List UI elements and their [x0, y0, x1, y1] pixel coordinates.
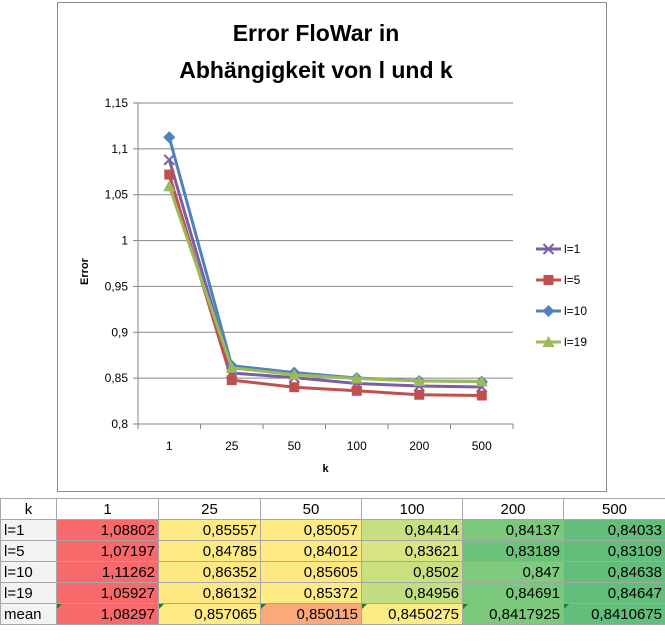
data-point-l=5: [164, 169, 175, 180]
table-cell: 0,850115: [260, 603, 362, 625]
row-label: l=19: [0, 582, 57, 604]
series-line-l=1: [167, 159, 482, 389]
data-point-l=5: [351, 385, 362, 396]
table-cell: 0,86132: [158, 582, 261, 604]
legend-marker-l=5: [543, 275, 554, 285]
table-cell: 0,8417925: [462, 603, 564, 625]
table-cell: 1,08802: [56, 519, 159, 541]
table-header-cell: 500: [563, 498, 665, 520]
table-cell: 0,84414: [361, 519, 463, 541]
table-header-row: k 1 25 50 100 200 500: [0, 498, 665, 520]
table-cell: 0,84956: [361, 582, 463, 604]
data-point-l=19: [288, 368, 301, 380]
table-cell: 1,11262: [56, 561, 159, 583]
data-point-l=5: [414, 389, 425, 400]
table-cell: 0,85605: [260, 561, 362, 583]
x-tick-label: 50: [288, 439, 302, 453]
table-cell: 0,83109: [563, 540, 665, 562]
data-point-l=1: [163, 154, 175, 166]
table-row: l=1 1,08802 0,85557 0,85057 0,84414 0,84137 0,…: [0, 519, 665, 541]
data-point-l=19: [350, 372, 363, 384]
table-cell: 0,84647: [563, 582, 665, 604]
table-cell: 0,83189: [462, 540, 564, 562]
row-label: l=10: [0, 561, 57, 583]
data-point-l=19: [475, 375, 488, 387]
table-header-cell: 200: [462, 498, 564, 520]
table-header-k: k: [0, 498, 57, 520]
table-cell: 0,85057: [260, 519, 362, 541]
x-tick-label: 25: [225, 439, 239, 453]
series-line-l=5: [167, 174, 482, 397]
table-cell: 1,05927: [56, 582, 159, 604]
legend-label-l=1: l=1: [564, 242, 581, 256]
table-row: l=19 1,05927 0,86132 0,85372 0,84956 0,84691 0…: [0, 582, 665, 604]
chart-canvas: Error FloWar in Abhängigkeit von l und k 1…: [79, 20, 587, 475]
y-tick-label: 0,95: [105, 279, 129, 293]
y-tick-label: 0,8: [111, 417, 128, 431]
y-tick-label: 0,9: [111, 325, 128, 339]
data-point-l=19: [225, 361, 238, 373]
y-tick-label: 0,85: [105, 371, 129, 385]
row-label: l=1: [0, 519, 57, 541]
data-point-l=5: [476, 390, 487, 401]
y-tick-label: 1,05: [105, 188, 129, 202]
table-cell: 0,86352: [158, 561, 261, 583]
table-cell: 0,84137: [462, 519, 564, 541]
data-table: k 1 25 50 100 200 500 l=1 1,08802 0,85557 0,85057…: [0, 498, 665, 625]
data-point-l=19: [163, 180, 176, 192]
data-point-l=10: [163, 131, 176, 144]
table-row: mean 1,08297 0,857065 0,850115 0,8450275 0,84…: [0, 603, 665, 625]
chart-title-line: Abhängigkeit von l und k: [179, 57, 453, 83]
series-line-l=19: [167, 185, 482, 383]
x-tick-label: 200: [409, 439, 429, 453]
table-cell: 0,84638: [563, 561, 665, 583]
table-row: l=10 1,11262 0,86352 0,85605 0,8502 0,847 0,84…: [0, 561, 665, 583]
table-cell: 0,84785: [158, 540, 261, 562]
legend-marker-l=10: [542, 305, 555, 317]
table-cell: 0,8450275: [361, 603, 463, 625]
table-cell: 0,847: [462, 561, 564, 583]
table-header-cell: 1: [56, 498, 159, 520]
y-tick-label: 1,15: [105, 96, 129, 110]
table-cell: 0,8502: [361, 561, 463, 583]
legend-label-l=5: l=5: [564, 273, 581, 287]
legend-label-l=10: l=10: [564, 304, 587, 318]
table-row: l=5 1,07197 0,84785 0,84012 0,83621 0,83189 0,…: [0, 540, 665, 562]
row-label: l=5: [0, 540, 57, 562]
series-line-l=10: [167, 136, 482, 383]
x-axis-title: k: [322, 463, 329, 475]
table-cell: 0,8410675: [563, 603, 665, 625]
table-cell: 0,84012: [260, 540, 362, 562]
table-cell: 0,857065: [158, 603, 261, 625]
y-tick-label: 1,1: [111, 142, 128, 156]
legend-label-l=19: l=19: [564, 335, 587, 349]
table-cell: 0,83621: [361, 540, 463, 562]
table-header-cell: 50: [260, 498, 362, 520]
chart-area: Error FloWar in Abhängigkeit von l und k 1…: [57, 2, 607, 492]
table-cell: 1,07197: [56, 540, 159, 562]
data-point-l=5: [289, 382, 300, 393]
table-cell: 0,84691: [462, 582, 564, 604]
table-cell: 0,85372: [260, 582, 362, 604]
y-axis-title: Error: [79, 257, 91, 285]
data-point-l=19: [413, 374, 426, 386]
x-tick-label: 500: [472, 439, 492, 453]
x-tick-label: 1: [166, 439, 173, 453]
legend-marker-l=1: [542, 243, 555, 255]
x-tick-label: 100: [347, 439, 367, 453]
table-cell: 1,08297: [56, 603, 159, 625]
chart-title-line: Error FloWar in: [233, 20, 400, 46]
table-cell: 0,84033: [563, 519, 665, 541]
data-point-l=5: [226, 375, 237, 386]
table-header-cell: 100: [361, 498, 463, 520]
table-header-cell: 25: [158, 498, 261, 520]
legend-marker-l=19: [542, 336, 555, 347]
row-label: mean: [0, 603, 57, 625]
table-cell: 0,85557: [158, 519, 261, 541]
y-tick-label: 1: [121, 234, 128, 248]
